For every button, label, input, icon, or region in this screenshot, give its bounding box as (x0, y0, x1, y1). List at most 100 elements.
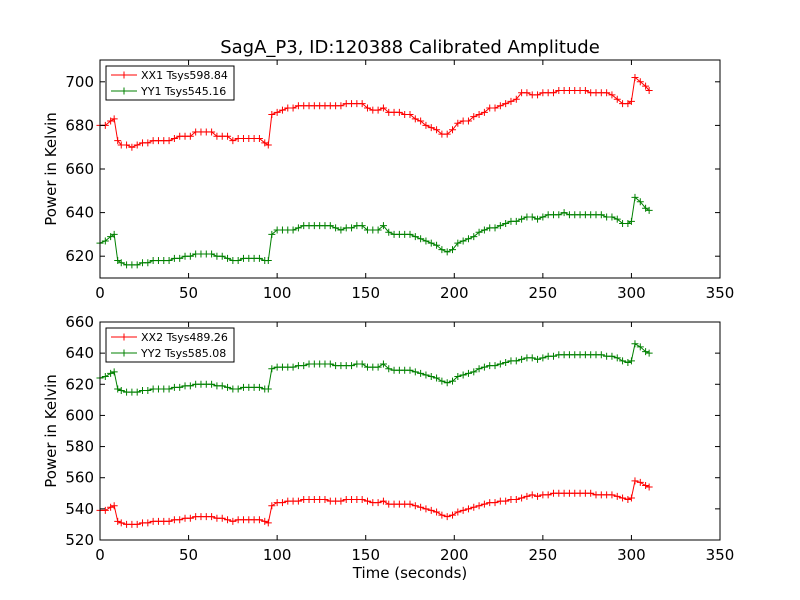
data-point (417, 117, 425, 125)
chart-title: SagA_P3, ID:120388 Calibrated Amplitude (220, 37, 600, 58)
legend-marker (120, 333, 128, 341)
data-point (294, 497, 302, 505)
y-tick-label: 660 (65, 313, 94, 331)
series-1 (96, 477, 653, 528)
y-axis-label: Power in Kelvin (42, 374, 60, 488)
x-tick-label: 250 (529, 546, 558, 564)
data-point (144, 259, 152, 267)
legend-box (105, 65, 235, 101)
data-point (133, 520, 141, 528)
data-point (624, 100, 632, 108)
y-tick-label: 620 (65, 247, 94, 265)
data-point (619, 357, 627, 365)
data-point (186, 382, 194, 390)
y-tick-label: 600 (65, 406, 94, 424)
data-point (518, 355, 526, 363)
data-point (273, 108, 281, 116)
legend-label: YY2 Tsys585.08 (140, 347, 226, 360)
x-tick-label: 50 (179, 546, 198, 564)
data-point (406, 366, 414, 374)
data-point (255, 254, 263, 262)
data-point (512, 217, 520, 225)
data-point (374, 106, 382, 114)
data-point (114, 257, 122, 265)
data-point (470, 368, 478, 376)
data-point (229, 517, 237, 525)
data-point (642, 204, 650, 212)
data-point (229, 137, 237, 145)
x-tick-label: 300 (617, 284, 646, 302)
data-point (534, 492, 542, 500)
data-point (411, 233, 419, 241)
data-point (608, 491, 616, 499)
data-point (608, 352, 616, 360)
data-point (475, 502, 483, 510)
data-point (417, 503, 425, 511)
data-point (107, 233, 115, 241)
data-point (406, 230, 414, 238)
data-point (587, 489, 595, 497)
data-point (480, 226, 488, 234)
data-point (433, 508, 441, 516)
data-point (636, 198, 644, 206)
data-point (449, 511, 457, 519)
data-point (597, 351, 605, 359)
data-point (438, 511, 446, 519)
data-point (385, 365, 393, 373)
data-point (422, 505, 430, 513)
data-point (470, 503, 478, 511)
data-point (528, 354, 536, 362)
data-point (459, 237, 467, 245)
data-point (268, 502, 276, 510)
data-point (627, 217, 635, 225)
data-point (549, 352, 557, 360)
data-point (475, 111, 483, 118)
data-point (165, 257, 173, 265)
data-point (624, 496, 632, 504)
data-point (411, 502, 419, 510)
data-point (449, 126, 457, 134)
data-point (544, 491, 552, 499)
data-point (321, 496, 329, 504)
data-point (512, 95, 520, 103)
data-point (406, 500, 414, 508)
data-point (261, 139, 269, 147)
data-point (642, 82, 650, 90)
data-point (464, 369, 472, 377)
data-point (443, 248, 451, 256)
data-point (348, 362, 356, 370)
data-point (337, 497, 345, 505)
data-point (496, 222, 504, 230)
data-point (518, 494, 526, 502)
data-point (107, 117, 115, 125)
data-point (208, 128, 216, 136)
data-point (337, 226, 345, 234)
data-point (133, 261, 141, 269)
data-point (379, 222, 387, 230)
plot-frame (99, 321, 721, 541)
data-point (449, 246, 457, 254)
data-point (326, 222, 334, 230)
data-point (518, 215, 526, 223)
data-point (411, 368, 419, 376)
data-point (133, 141, 141, 149)
data-point (165, 385, 173, 393)
legend-marker (120, 87, 128, 95)
y-tick-label: 700 (65, 73, 94, 91)
data-point (443, 379, 451, 387)
data-point (464, 235, 472, 243)
data-point (502, 220, 510, 227)
data-point (454, 239, 462, 247)
y-tick-label: 540 (65, 500, 94, 518)
data-point (642, 482, 650, 489)
x-tick-label: 200 (440, 546, 469, 564)
data-point (255, 134, 263, 142)
data-point (475, 228, 483, 236)
data-point (438, 377, 446, 385)
data-point (608, 91, 616, 99)
data-point (379, 104, 387, 112)
legend-entry: XX1 Tsys598.84 (111, 69, 228, 82)
data-point (264, 141, 272, 149)
series-2 (96, 193, 653, 269)
